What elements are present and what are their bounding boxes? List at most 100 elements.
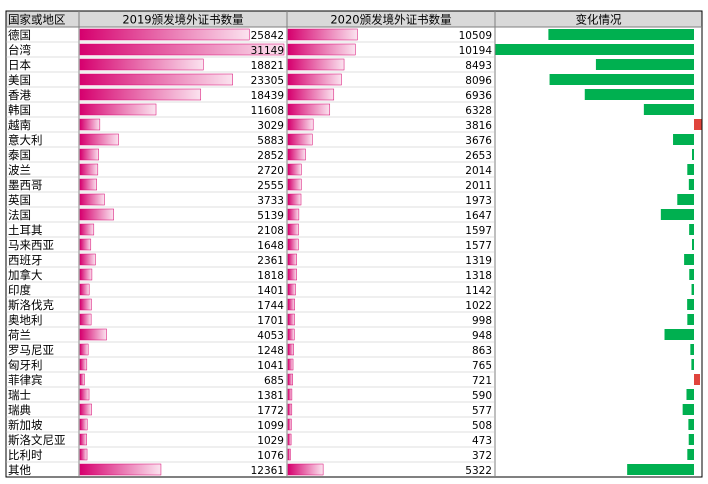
region-label: 印度 — [8, 283, 31, 297]
change-bar-decrease — [690, 344, 694, 355]
bar-2020 — [287, 448, 291, 461]
value-2020: 6328 — [465, 105, 492, 117]
value-2020: 372 — [472, 450, 492, 462]
table-border — [5, 10, 703, 478]
bar-2019 — [79, 328, 107, 341]
bar-2019 — [79, 43, 285, 56]
value-2019: 1772 — [257, 405, 284, 417]
region-label: 美国 — [8, 73, 31, 87]
table-row: 匈牙利 1041 765 — [8, 358, 694, 372]
change-bar-decrease — [495, 44, 694, 55]
region-label: 瑞士 — [8, 388, 31, 402]
value-2019: 3029 — [257, 120, 284, 132]
table-row: 越南 3029 3816 — [8, 118, 702, 132]
bar-2019 — [79, 418, 88, 431]
region-label: 台湾 — [8, 43, 31, 57]
table-row: 台湾 31149 10194 — [8, 43, 694, 57]
region-label: 菲律宾 — [8, 373, 43, 387]
table-row: 西班牙 2361 1319 — [8, 253, 694, 267]
value-2020: 10509 — [459, 30, 492, 42]
value-2019: 18439 — [251, 90, 284, 102]
change-bar-decrease — [664, 329, 694, 340]
value-2020: 721 — [472, 375, 492, 387]
bar-2019 — [79, 223, 95, 236]
table-row: 印度 1401 1142 — [8, 283, 694, 297]
value-2019: 1076 — [257, 450, 284, 462]
change-bar-decrease — [673, 134, 694, 145]
change-bar-decrease — [682, 404, 694, 415]
value-2020: 1319 — [465, 255, 492, 267]
value-2020: 10194 — [459, 45, 493, 57]
bar-2019 — [79, 298, 92, 311]
value-2020: 6936 — [465, 90, 492, 102]
value-2020: 3676 — [465, 135, 492, 147]
bar-2020 — [287, 283, 296, 296]
value-2020: 8493 — [465, 60, 492, 72]
change-bar-decrease — [691, 284, 694, 295]
table-row: 法国 5139 1647 — [8, 208, 694, 222]
value-2020: 577 — [472, 405, 492, 417]
table-row: 德国 25842 10509 — [8, 28, 694, 42]
bar-2020 — [287, 178, 302, 191]
value-2019: 2361 — [257, 255, 284, 267]
value-2020: 508 — [472, 420, 492, 432]
region-label: 马来西亚 — [8, 238, 54, 252]
region-label: 法国 — [8, 208, 31, 222]
region-label: 日本 — [8, 58, 31, 72]
column-header: 国家或地区 — [8, 13, 66, 27]
value-2020: 2011 — [465, 180, 492, 192]
region-label: 加拿大 — [8, 268, 43, 282]
bar-2020 — [287, 328, 295, 341]
change-bar-decrease — [688, 419, 694, 430]
bar-2019 — [79, 403, 92, 416]
bar-2019 — [79, 343, 89, 356]
region-label: 英国 — [8, 193, 31, 207]
region-label: 其他 — [8, 463, 31, 477]
column-header: 2019颁发境外证书数量 — [122, 13, 243, 27]
bar-2020 — [287, 268, 297, 281]
table-row: 其他 12361 5322 — [8, 463, 694, 477]
region-label: 土耳其 — [8, 223, 43, 237]
bar-2020 — [287, 133, 313, 146]
region-label: 比利时 — [8, 448, 43, 462]
bar-2020 — [287, 433, 292, 446]
change-bar-decrease — [627, 464, 694, 475]
table-row: 新加坡 1099 508 — [8, 418, 694, 432]
change-bar-decrease — [691, 359, 694, 370]
value-2019: 4053 — [257, 330, 284, 342]
change-bar-decrease — [677, 194, 694, 205]
change-bar-decrease — [549, 74, 694, 85]
bar-2019 — [79, 133, 119, 146]
value-2020: 1973 — [465, 195, 492, 207]
table-row: 泰国 2852 2653 — [8, 148, 694, 162]
bar-2020 — [287, 298, 295, 311]
value-2020: 473 — [472, 435, 492, 447]
bar-2019 — [79, 433, 87, 446]
header-row: 国家或地区 2019颁发境外证书数量 2020颁发境外证书数量 变化情况 — [6, 11, 702, 27]
table-row: 斯洛伐克 1744 1022 — [8, 298, 694, 312]
value-2020: 998 — [472, 315, 492, 327]
value-2019: 1744 — [257, 300, 284, 312]
value-2020: 863 — [472, 345, 492, 357]
bar-2019 — [79, 58, 204, 71]
change-bar-decrease — [687, 314, 694, 325]
change-bar-increase — [694, 374, 700, 385]
change-bar-decrease — [687, 299, 694, 310]
table-row: 香港 18439 6936 — [8, 88, 694, 102]
table-row: 英国 3733 1973 — [8, 193, 694, 207]
table-row: 美国 23305 8096 — [8, 73, 694, 87]
bar-2019 — [79, 208, 114, 221]
bar-2019 — [79, 88, 202, 101]
bar-2019 — [79, 388, 90, 401]
bar-2020 — [287, 343, 294, 356]
bar-2020 — [287, 223, 299, 236]
value-2019: 5883 — [257, 135, 284, 147]
value-2019: 1248 — [257, 345, 284, 357]
value-2019: 1041 — [257, 360, 284, 372]
table-row: 罗马尼亚 1248 863 — [8, 343, 694, 357]
bar-2019 — [79, 268, 93, 281]
change-bar-decrease — [687, 164, 694, 175]
bar-2020 — [287, 58, 345, 71]
region-label: 德国 — [8, 28, 31, 42]
